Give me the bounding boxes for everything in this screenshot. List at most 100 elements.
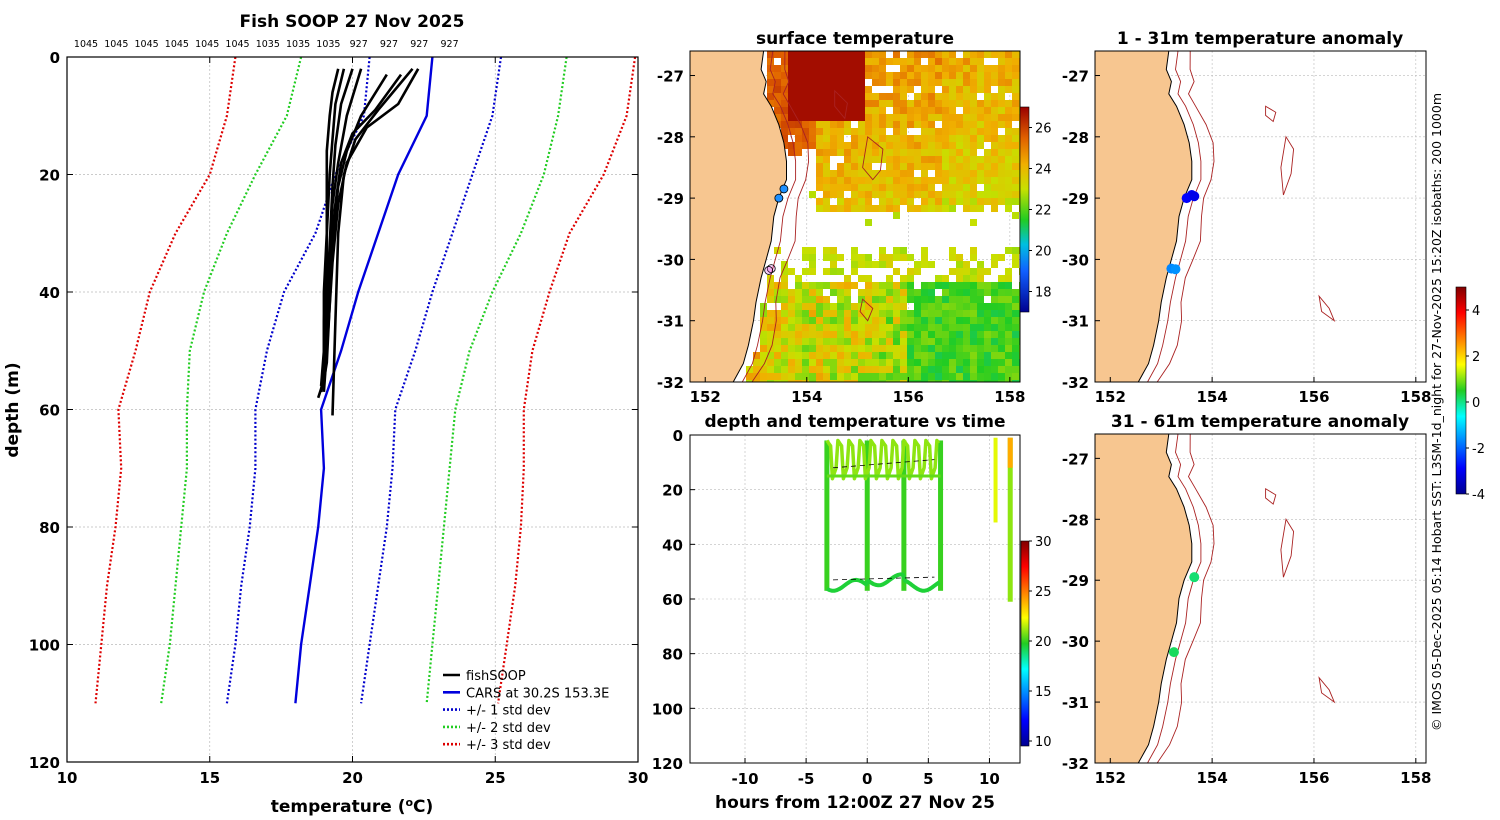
sst-cell (998, 345, 1005, 352)
sst-cell (886, 303, 893, 310)
sst-cell (872, 317, 879, 324)
sst-cell (788, 100, 795, 107)
sst-cell (879, 303, 886, 310)
sst-cell (1012, 177, 1019, 184)
sst-cell (942, 100, 949, 107)
sst-cell (949, 72, 956, 79)
sst-cell (781, 275, 788, 282)
sst-cell (816, 51, 823, 58)
sst-cell (837, 107, 844, 114)
time-ytick-label: 120 (652, 755, 683, 773)
sst-cell (872, 359, 879, 366)
profile-ytick-label: 80 (39, 519, 60, 537)
anom1-isobath-1000 (1156, 51, 1215, 382)
sst-cell (1012, 324, 1019, 331)
sst-cell (977, 268, 984, 275)
sst-cell (879, 156, 886, 163)
sst-cell (998, 254, 1005, 261)
sst-cell (851, 170, 858, 177)
sst-cell (816, 100, 823, 107)
sst-cell (935, 359, 942, 366)
anom1-seamount-isobath (1318, 294, 1336, 322)
sst-cell (795, 296, 802, 303)
time-xtick-label: -10 (731, 770, 758, 788)
sst-cell (928, 114, 935, 121)
sst-cell (928, 261, 935, 268)
sst-cell (816, 93, 823, 100)
sst-cell (991, 184, 998, 191)
sst-cell (942, 275, 949, 282)
sst-cell (893, 184, 900, 191)
sst-cell (802, 317, 809, 324)
sst-cell (781, 373, 788, 380)
sst-cell (830, 128, 837, 135)
sst-cell (949, 184, 956, 191)
sst-cell (991, 303, 998, 310)
sst-cell (858, 128, 865, 135)
sst-cell (872, 65, 879, 72)
sst-cell (935, 149, 942, 156)
sst-cell (865, 366, 872, 373)
sst-cell (858, 296, 865, 303)
sst-cell (816, 345, 823, 352)
sst-cell (991, 93, 998, 100)
sst-cell (774, 93, 781, 100)
sst-cell (921, 198, 928, 205)
profile-top-label: 1035 (316, 39, 340, 50)
sst-cell (956, 282, 963, 289)
sst-cell (837, 345, 844, 352)
sst-cell (942, 142, 949, 149)
sst-cell (760, 380, 767, 382)
sst-cell (865, 373, 872, 380)
sst-cell (907, 289, 914, 296)
anom2-seamount-isobath (1280, 518, 1295, 578)
sst-cell (858, 366, 865, 373)
sst-cell (893, 191, 900, 198)
sst-cell (1005, 338, 1012, 345)
sst-cell (844, 107, 851, 114)
sst-cell (907, 359, 914, 366)
anomaly-colorbar-label: 0 (1472, 396, 1480, 411)
sst-cell (928, 135, 935, 142)
sst-cell (872, 135, 879, 142)
sst-ytick-label: -30 (657, 251, 684, 269)
sst-cell (893, 303, 900, 310)
sst-cell (900, 254, 907, 261)
sst-cell (991, 128, 998, 135)
anom1-land (1095, 51, 1336, 382)
sst-cell (963, 380, 970, 382)
sst-cell (914, 58, 921, 65)
sst-cell (907, 121, 914, 128)
sst-cell (921, 100, 928, 107)
sst-cell (823, 317, 830, 324)
sst-cell (956, 114, 963, 121)
sst-cell (767, 72, 774, 79)
sst-cell (795, 289, 802, 296)
sst-cell (851, 282, 858, 289)
sst-cell (879, 114, 886, 121)
sst-cell (823, 359, 830, 366)
profile-top-label: 1045 (104, 39, 128, 50)
sst-cell (879, 324, 886, 331)
sst-cell (1012, 58, 1019, 65)
anomaly-colorbar-ticks: -4 -2 0 2 4 (1466, 304, 1485, 503)
sst-cell (998, 191, 1005, 198)
sst-cell (802, 359, 809, 366)
sst-cell (907, 345, 914, 352)
sst-cell (830, 247, 837, 254)
sst-cell (893, 107, 900, 114)
sst-cell (781, 366, 788, 373)
sst-cell (970, 380, 977, 382)
sst-cell (809, 303, 816, 310)
sst-cell (795, 324, 802, 331)
sst-cell (837, 282, 844, 289)
sst-cell (837, 191, 844, 198)
sst-cell (900, 170, 907, 177)
sst-cell (977, 331, 984, 338)
sst-cell (942, 149, 949, 156)
sst-cell (844, 352, 851, 359)
anom1-points (1166, 190, 1200, 275)
sst-cell (893, 359, 900, 366)
sst-cell (935, 79, 942, 86)
sst-cell (837, 86, 844, 93)
